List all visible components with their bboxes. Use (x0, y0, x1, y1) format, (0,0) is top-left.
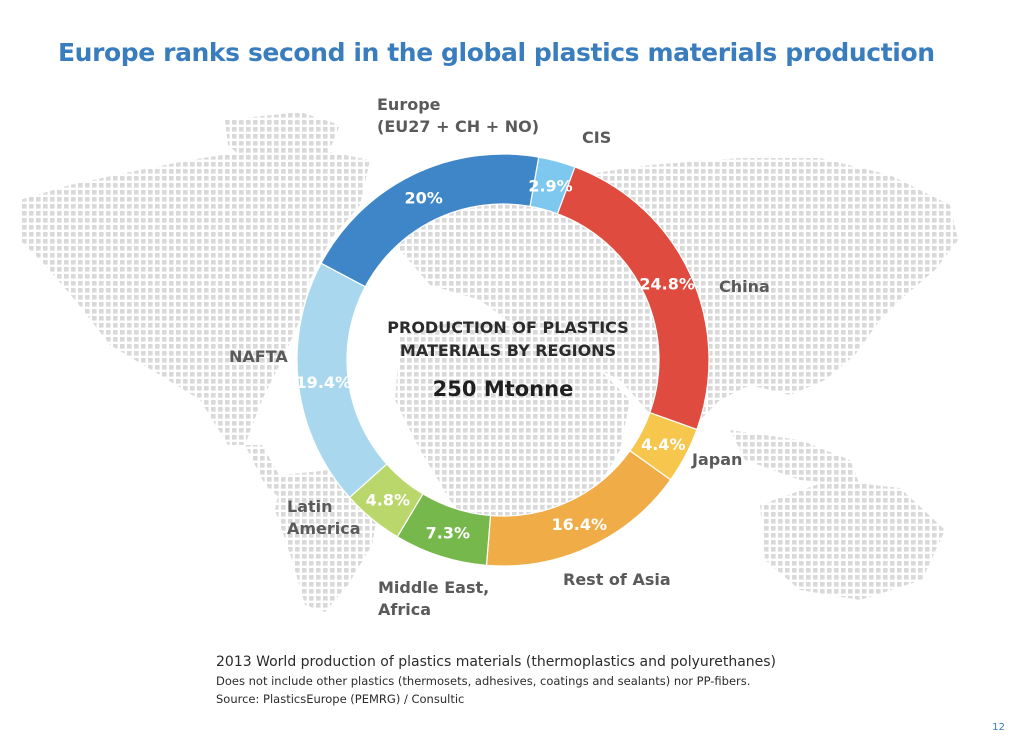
label-cis: CIS (582, 128, 612, 147)
slice-label-latin-america: 4.8% (366, 491, 410, 510)
label-china: China (719, 277, 770, 296)
label-japan: Japan (692, 450, 743, 469)
label-europe: Europe (EU27 + CH + NO) (377, 94, 539, 138)
slice-label-china: 24.8% (639, 275, 695, 294)
map-se-asia (730, 430, 860, 485)
slice-label-rest-of-asia: 16.4% (552, 515, 608, 534)
note-exclusion: Does not include other plastics (thermos… (216, 674, 751, 688)
note-source: Source: PlasticsEurope (PEMRG) / Consult… (216, 692, 465, 706)
footnotes: 2013 World production of plastics materi… (216, 654, 776, 710)
slice-label-nafta: 19.4% (296, 373, 352, 392)
chart-total: 250 Mtonne (432, 377, 574, 401)
label-middle-east-line2: Africa (378, 600, 431, 619)
label-nafta: NAFTA (229, 347, 288, 366)
label-europe-line1: Europe (377, 95, 441, 114)
map-greenland (225, 112, 340, 175)
note-main: 2013 World production of plastics materi… (216, 654, 777, 670)
slice-label-europe-eu27-ch-no: 20% (405, 188, 443, 207)
slice-label-japan: 4.4% (641, 435, 685, 454)
slice-nafta (296, 262, 388, 499)
page-title: Europe ranks second in the global plasti… (58, 38, 935, 67)
slice-rest-of-asia (485, 449, 672, 567)
slice-label-cis: 2.9% (528, 176, 572, 195)
slice-label-middle-east-africa: 7.3% (426, 523, 470, 542)
label-middle-east-africa: Middle East, Africa (378, 577, 489, 621)
slice-europe-eu27-ch-no (320, 153, 540, 288)
map-south-america (275, 470, 380, 612)
map-north-america (20, 150, 370, 445)
label-rest-of-asia: Rest of Asia (563, 570, 671, 589)
map-australia (760, 480, 945, 600)
label-europe-line2: (EU27 + CH + NO) (377, 117, 540, 136)
label-latin-line2: America (287, 519, 361, 538)
label-latin-line1: Latin (287, 497, 333, 516)
label-latin-america: Latin America (287, 496, 361, 540)
label-middle-east-line1: Middle East, (378, 578, 490, 597)
chart-title: PRODUCTION OF PLASTICS MATERIALS BY REGI… (387, 318, 629, 360)
page-number: 12 (992, 722, 1005, 733)
